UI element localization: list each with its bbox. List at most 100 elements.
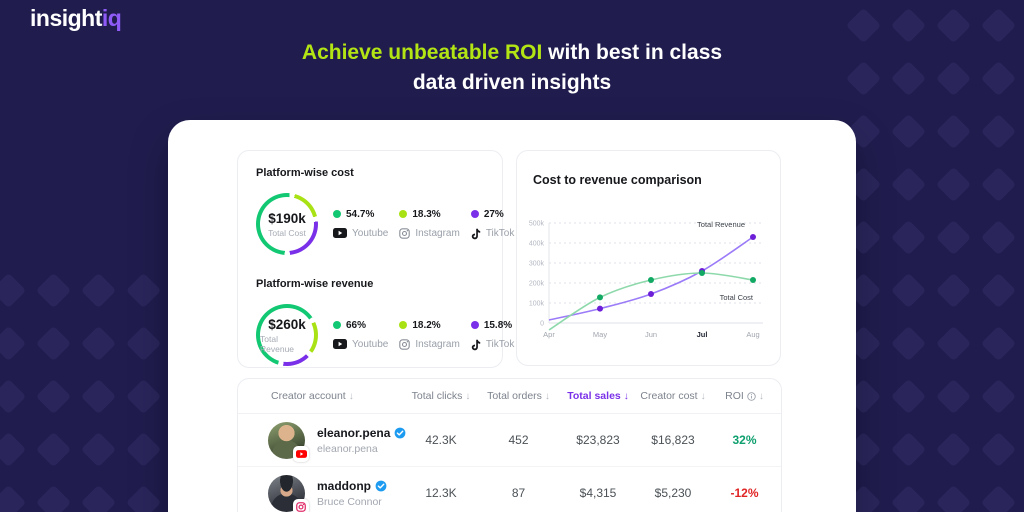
platform-cost-section: Platform-wise cost $190k Total Cost 54.7… (256, 167, 514, 255)
creator-identity: eleanor.pena eleanor.pena (317, 426, 406, 455)
cost-donut-chart: $190k Total Cost (256, 193, 318, 255)
instagram-label: Instagram (415, 227, 460, 239)
roi-value: 32% (732, 433, 757, 447)
total-revenue-label: Total Revenue (260, 333, 295, 354)
svg-text:Total Cost: Total Cost (720, 293, 754, 302)
diamond-deco (35, 378, 71, 414)
instagram-pct: 18.3% (412, 208, 441, 220)
tiktok-label: TikTok (485, 339, 515, 350)
platform-breakdown-panel: Platform-wise cost $190k Total Cost 54.7… (237, 150, 514, 368)
revenue-legend: 66% Youtube 18.2% Instagram (333, 320, 524, 351)
column-header-total-clicks[interactable]: Total clicks ↓ (411, 390, 471, 402)
diamond-deco (890, 166, 926, 202)
diamond-deco (980, 484, 1016, 512)
diamond-deco (0, 378, 26, 414)
platform-revenue-section: Platform-wise revenue $260k Total Revenu… (256, 278, 514, 366)
creator-table-panel: Creator account ↓ Total clicks ↓ Total ord… (237, 378, 782, 512)
column-header-total-orders[interactable]: Total orders ↓ (487, 390, 550, 402)
dashboard-card: Platform-wise cost $190k Total Cost 54.7… (168, 120, 856, 512)
total-clicks-value: 12.3K (425, 486, 457, 500)
instagram-dot (399, 210, 408, 218)
chart-title: Cost to revenue comparison (533, 173, 702, 187)
instagram-icon (399, 227, 411, 239)
creator-cell: maddonp Bruce Connor (238, 474, 403, 512)
diamond-deco (35, 272, 71, 308)
svg-text:200k: 200k (529, 281, 545, 288)
sort-down-icon: ↓ (700, 390, 706, 402)
sort-down-icon-active: ↓ (623, 390, 629, 402)
headline-rest: with best in class (542, 41, 723, 64)
diamond-deco (980, 272, 1016, 308)
diamond-deco (0, 272, 26, 308)
creator-handle: Bruce Connor (317, 495, 382, 508)
logo-text-accent: iq (101, 5, 122, 31)
svg-text:500k: 500k (529, 221, 545, 228)
diamond-deco (80, 431, 116, 467)
svg-text:300k: 300k (529, 261, 545, 268)
svg-text:May: May (593, 330, 607, 339)
legend-item-youtube: 54.7% Youtube (333, 209, 388, 240)
legend-item-tiktok: 15.8% TikTok (470, 319, 524, 351)
diamond-deco (80, 484, 116, 512)
diamond-deco (890, 219, 926, 255)
legend-item-tiktok: 27% TikTok (470, 208, 524, 240)
instagram-label: Instagram (415, 338, 460, 350)
diamond-deco (125, 378, 161, 414)
diamond-deco (0, 484, 26, 512)
logo[interactable]: insightiq (30, 5, 122, 32)
table-row[interactable]: eleanor.pena eleanor.pena 42.3K 452 $23,… (238, 414, 781, 467)
platform-revenue-title: Platform-wise revenue (256, 278, 374, 290)
diamond-deco (935, 60, 971, 96)
total-cost-label: Total Cost (268, 227, 306, 238)
creator-cost-value: $5,230 (654, 486, 692, 500)
cost-donut-center: $190k Total Cost (260, 197, 314, 251)
diamond-deco (80, 325, 116, 361)
diamond-deco (890, 7, 926, 43)
column-header-roi[interactable]: ROI ↓ (725, 390, 764, 402)
table-row[interactable]: maddonp Bruce Connor 12.3K 87 $4,315 $5,… (238, 467, 781, 512)
column-header-creator-account[interactable]: Creator account ↓ (271, 390, 354, 402)
diamond-deco (980, 113, 1016, 149)
column-header-total-sales[interactable]: Total sales ↓ (567, 390, 629, 402)
svg-text:400k: 400k (529, 241, 545, 248)
headline-line-2: data driven insights (412, 71, 612, 94)
diamond-deco (935, 272, 971, 308)
verified-icon (394, 427, 406, 438)
svg-text:Apr: Apr (543, 330, 555, 339)
sort-down-icon: ↓ (348, 390, 354, 402)
diamond-deco (980, 7, 1016, 43)
diamond-deco (935, 325, 971, 361)
svg-text:Jun: Jun (645, 330, 657, 339)
instagram-pct: 18.2% (412, 319, 441, 331)
diamond-deco (935, 166, 971, 202)
diamond-deco (935, 431, 971, 467)
tiktok-pct: 15.8% (483, 319, 513, 331)
instagram-dot (399, 321, 408, 329)
diamond-deco (80, 272, 116, 308)
youtube-pct: 66% (346, 319, 367, 331)
diamond-deco (0, 325, 26, 361)
tiktok-icon (471, 228, 481, 239)
diamond-deco (890, 113, 926, 149)
youtube-icon (333, 228, 347, 238)
sort-down-icon: ↓ (758, 390, 764, 402)
column-header-creator-cost[interactable]: Creator cost ↓ (640, 390, 706, 402)
diamond-deco (0, 431, 26, 467)
youtube-pct: 54.7% (346, 208, 375, 220)
total-orders-value: 452 (508, 433, 529, 447)
total-sales-value: $4,315 (579, 486, 617, 500)
diamond-deco (935, 113, 971, 149)
cost-revenue-panel: Cost to revenue comparison 0 100k 200k 300k… (516, 150, 781, 366)
diamond-deco (890, 378, 926, 414)
tiktok-icon (471, 339, 481, 350)
sort-down-icon: ↓ (544, 390, 550, 402)
diamond-deco (35, 484, 71, 512)
diamond-deco (980, 166, 1016, 202)
info-icon[interactable] (747, 391, 756, 401)
tiktok-pct: 27% (483, 208, 504, 220)
headline-line-1: Achieve unbeatable ROI with best in clas… (172, 38, 852, 68)
diamond-deco (980, 431, 1016, 467)
avatar (268, 421, 309, 462)
diamond-deco (980, 325, 1016, 361)
